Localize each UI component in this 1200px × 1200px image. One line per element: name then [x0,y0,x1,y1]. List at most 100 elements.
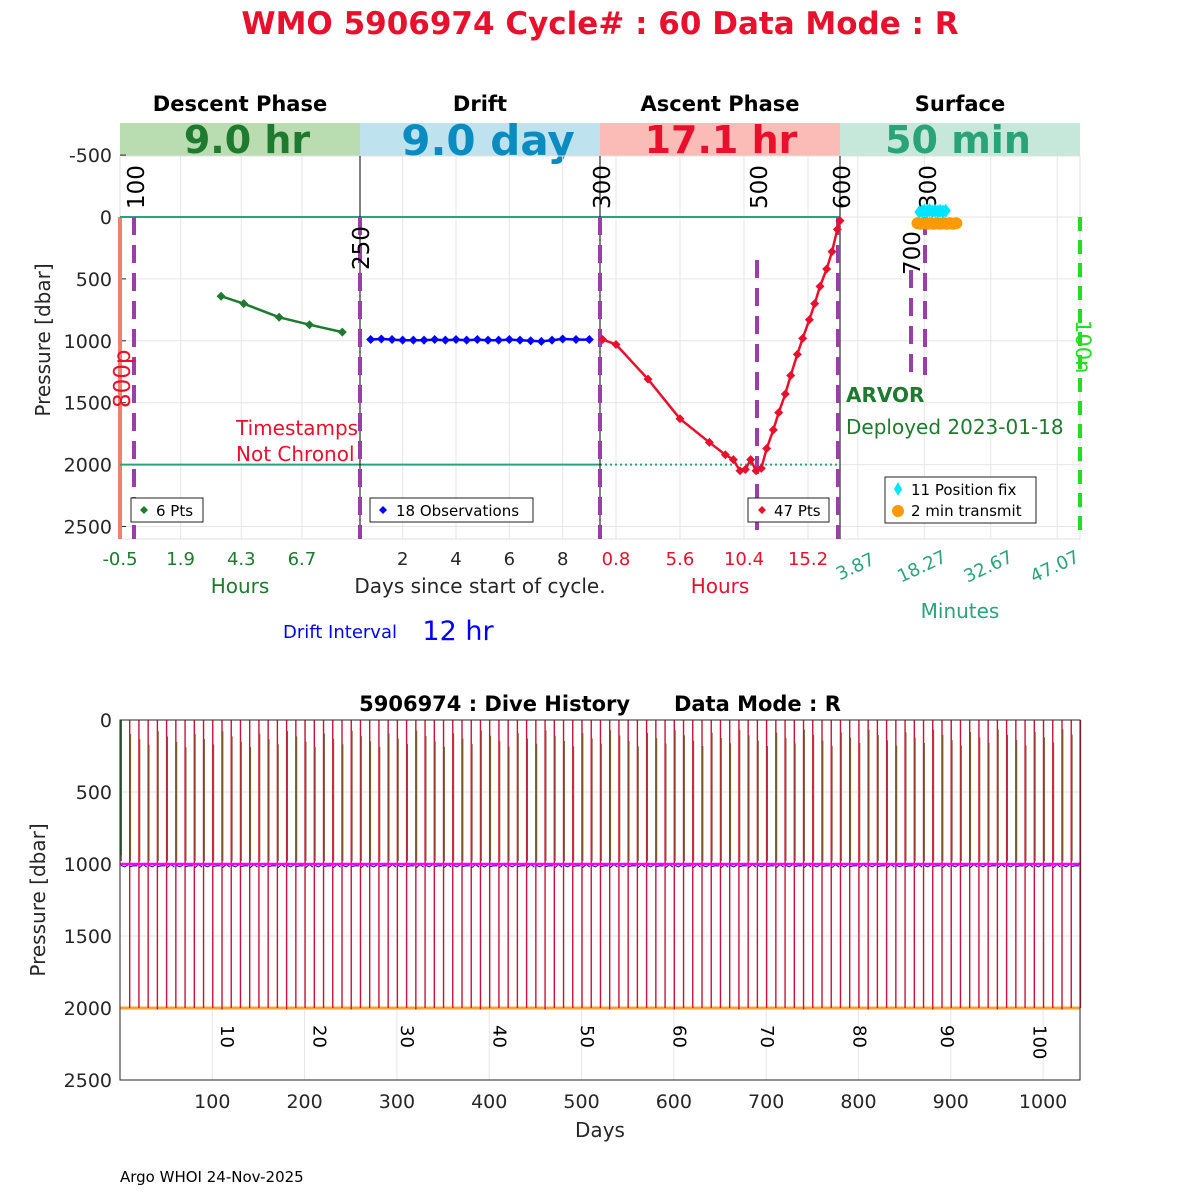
drift-point [536,336,546,346]
cycle-y-tick-label: 1000 [64,331,112,353]
ascent-point [728,455,738,465]
history-drift-line [176,864,184,868]
cycle-x-tick-label: 18.27 [894,547,950,588]
drift-point [366,335,376,345]
history-drift-line [619,864,628,868]
ascent-point [815,281,825,291]
history-drift-line [1006,864,1015,868]
history-drift-line [785,864,794,868]
history-y-tick-label: 500 [76,782,112,804]
descent-duration-band [120,123,360,156]
descent-point [304,320,314,330]
history-x-ticks: 100 200 300 400 500 600 700 800 900 1000 [194,1091,1067,1113]
history-drift-line [794,865,803,868]
label-300b: 300 [916,165,942,209]
history-y-tick-label: 2500 [64,1070,112,1092]
cycle-y-ticks: -500 0 500 1000 1500 2000 2500 [64,145,126,539]
cycle-y-tick-label: 1500 [64,393,112,415]
history-cycle-label: 50 [576,1025,597,1048]
history-drift-line [960,865,969,868]
history-drift-line [286,864,295,868]
transmit-point [950,217,963,230]
cycle-y-tick-label: -500 [69,145,112,167]
surface-x-label: Minutes [921,599,1000,623]
history-drift-line [683,865,692,868]
drift-duration-band [360,123,600,156]
history-cycle-label: 70 [756,1025,777,1048]
drift-point [584,335,594,345]
history-drift-line [453,864,461,868]
ascent-point [704,437,714,447]
ascent-point [598,335,608,345]
drift-point [387,335,397,345]
history-y-tick-label: 1000 [64,854,112,876]
history-drift-line [702,864,711,868]
history-drift-line [739,865,747,868]
history-x-tick-label: 700 [748,1091,784,1113]
history-x-tick-label: 800 [840,1091,876,1113]
position-fix-point [940,203,951,218]
history-drift-line [268,865,277,868]
descent-legend-text: 6 Pts [156,502,193,520]
transmit-legend-marker [892,505,904,517]
descent-series [216,291,347,337]
drift-point [483,335,493,345]
history-cycle-label: 30 [396,1025,417,1048]
history-drift-line [979,864,988,868]
history-drift-line [591,864,600,868]
history-drift-line [573,865,581,868]
drift-point [440,335,450,345]
label-250: 250 [349,226,375,270]
history-drift-line [203,864,212,868]
drift-point [462,335,472,345]
cycle-x-tick-label: 47.07 [1027,547,1083,588]
ascent-point [756,463,766,473]
history-drift-line [628,865,637,868]
history-x-tick-label: 900 [933,1091,969,1113]
drift-point [472,335,482,345]
chart-title: WMO 5906974 Cycle# : 60 Data Mode : R [241,6,958,42]
history-drift-line [425,864,434,868]
history-cycle-label: 60 [668,1025,689,1048]
history-drift-line [988,865,997,868]
history-drift-line [508,864,517,868]
drift-point [419,335,429,345]
history-drift-line [517,865,526,868]
history-cycle-label: 20 [308,1025,329,1048]
drift-point [451,335,461,345]
history-drift-line [231,864,240,868]
surface-header: Surface [915,92,1005,116]
history-y-axis-label: Pressure [dbar] [26,823,50,976]
history-drift-line [1062,864,1071,868]
history-drift-line [868,864,877,868]
cycle-x-tick-label: 4 [450,549,461,570]
cycle-x-tick-label: 6 [504,549,515,570]
label-700: 700 [900,231,926,275]
drift-legend-text: 18 Observations [396,502,519,520]
drift-point [504,335,514,345]
history-y-tick-label: 1500 [64,926,112,948]
drift-point [571,335,581,345]
drift-point [398,335,408,345]
drift-point [494,335,504,345]
history-x-axis-label: Days [575,1118,625,1142]
history-drift-line [314,864,323,868]
cycle-x-tick-label: 32.67 [961,547,1017,588]
history-frame [119,719,1081,1081]
drift-interval-value: 12 hr [422,616,494,647]
history-drift-line [729,864,738,868]
ascent-point [786,370,796,380]
label-500: 500 [747,165,773,209]
history-drift-line [1016,865,1024,868]
footer-credit: Argo WHOI 24-Nov-2025 [120,1168,304,1186]
right-edge-label: 100n [1071,320,1095,373]
ascent-point [832,224,842,234]
history-drift-line [896,864,904,868]
drift-duration: 9.0 day [401,116,575,165]
drift-legend-marker [379,506,387,514]
cycle-y-tick-label: 2500 [64,517,112,539]
cycle-x-tick-label: 1.9 [166,549,195,570]
ascent-point [768,425,778,435]
history-drift-line [711,865,720,868]
cycle-x-tick-label: 0.8 [602,549,631,570]
